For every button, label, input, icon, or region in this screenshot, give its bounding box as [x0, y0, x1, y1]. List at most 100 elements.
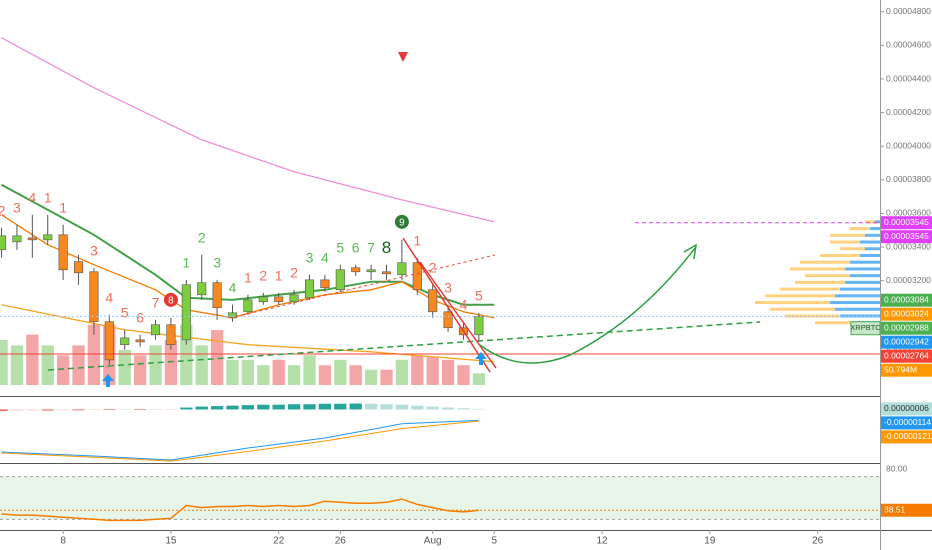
td-circle-label: 8	[168, 295, 174, 306]
x-tick-label: 8	[60, 536, 66, 547]
macd-histogram	[72, 409, 85, 411]
candle-body	[166, 324, 176, 346]
macd-histogram	[195, 406, 208, 410]
indicator-line	[1, 37, 495, 223]
price-tag-label: 0.00003545	[884, 217, 929, 227]
volume-bar	[426, 357, 439, 385]
profile-sell	[850, 227, 870, 231]
macd-histogram	[0, 409, 8, 411]
profile-buy	[865, 233, 880, 237]
td-count: 2	[0, 202, 6, 218]
price-tag-label: -0.00000114	[884, 417, 931, 427]
candle-body	[43, 234, 53, 241]
td-count: 4	[105, 290, 113, 306]
price-tag-label: 50.794M	[884, 364, 917, 374]
profile-buy	[850, 260, 880, 264]
candle-body	[366, 269, 376, 273]
macd-histogram	[411, 405, 424, 410]
volume-bar	[210, 330, 224, 385]
macd-histogram	[56, 409, 70, 411]
price-tag	[881, 349, 932, 363]
candle-body	[320, 279, 330, 289]
candle-body	[474, 316, 484, 336]
profile-buy	[875, 220, 880, 224]
profile-buy	[845, 267, 880, 271]
td-count: 4	[229, 279, 237, 295]
macd-histogram	[103, 409, 116, 411]
price-tag-label: 0.00003545	[884, 231, 929, 241]
candle-body	[335, 269, 345, 291]
price-tag	[881, 335, 932, 349]
projection-arrow	[683, 243, 697, 260]
td-count: 4	[28, 190, 36, 206]
x-tick-label: 26	[335, 536, 347, 547]
candle-body	[443, 311, 453, 329]
candle-body	[104, 321, 114, 361]
macd-histogram	[41, 409, 54, 411]
sell-signal	[398, 52, 408, 62]
volume-bar	[133, 355, 147, 385]
price-tag-label: 0.00002764	[884, 350, 929, 360]
x-tick-label: 15	[165, 536, 177, 547]
trend-line	[47, 321, 761, 371]
y-tick-label: 0.00003600	[886, 208, 931, 218]
volume-bar	[241, 359, 255, 385]
y-tick-label: 0.00004200	[886, 107, 931, 117]
price-tag	[881, 402, 932, 416]
macd-histogram	[87, 409, 101, 411]
price-tag	[881, 321, 932, 335]
y-tick-label: 0.00003200	[886, 275, 931, 285]
candle-body	[150, 324, 161, 336]
macd-histogram	[395, 404, 409, 410]
x-tick-label: 26	[812, 536, 824, 547]
macd-histogram	[241, 405, 255, 410]
volume-bar	[195, 345, 208, 385]
td-count: 3	[90, 242, 98, 258]
macd-histogram	[318, 403, 332, 410]
td-count: 2	[429, 259, 437, 275]
macd-histogram	[472, 408, 486, 410]
td-count: 6	[136, 310, 144, 326]
td-circle	[163, 292, 178, 307]
profile-sell	[820, 253, 860, 257]
macd-histogram	[380, 404, 393, 410]
volume-bar	[272, 359, 285, 385]
volume-bar	[287, 365, 301, 385]
td-circle-label: 9	[399, 217, 405, 228]
price-tag	[881, 363, 932, 377]
profile-sell	[815, 321, 855, 325]
profile-sell	[790, 267, 845, 271]
td-count: 3	[444, 279, 452, 295]
volume-bar	[380, 369, 393, 385]
axes: 0.00004800 0.00004600 0.00004400 0.00004200…	[60, 6, 932, 547]
price-tag-label: 0.00000006	[884, 403, 929, 413]
volume-bar	[226, 359, 239, 385]
profile-buy	[860, 240, 880, 244]
td-count: 7	[367, 239, 375, 255]
price-tag	[881, 307, 932, 321]
td-count: 3	[13, 199, 21, 215]
buy-arrow	[475, 352, 487, 365]
rsi-tick-label: 80.00	[886, 463, 908, 473]
volume-bar	[457, 365, 470, 385]
volume-bar	[118, 349, 131, 385]
td-count: 7	[152, 295, 160, 311]
price-tag	[881, 293, 932, 307]
td-count: 3	[213, 255, 221, 271]
price-tag-label: 0.00002988	[884, 322, 929, 332]
profile-buy	[830, 301, 880, 305]
macd-histogram	[10, 409, 24, 411]
candle-body	[351, 267, 361, 273]
candle-body	[397, 262, 407, 276]
macd-histogram	[118, 409, 131, 410]
profile-buy	[845, 280, 880, 284]
profile-buy	[835, 294, 880, 298]
profile-sell	[805, 274, 850, 278]
volume-bar	[149, 345, 162, 385]
volume-bar	[0, 340, 8, 385]
volume-bar	[334, 359, 347, 385]
candle-body	[212, 282, 222, 309]
volume-bar	[26, 334, 39, 385]
td-count: 2	[259, 268, 267, 284]
